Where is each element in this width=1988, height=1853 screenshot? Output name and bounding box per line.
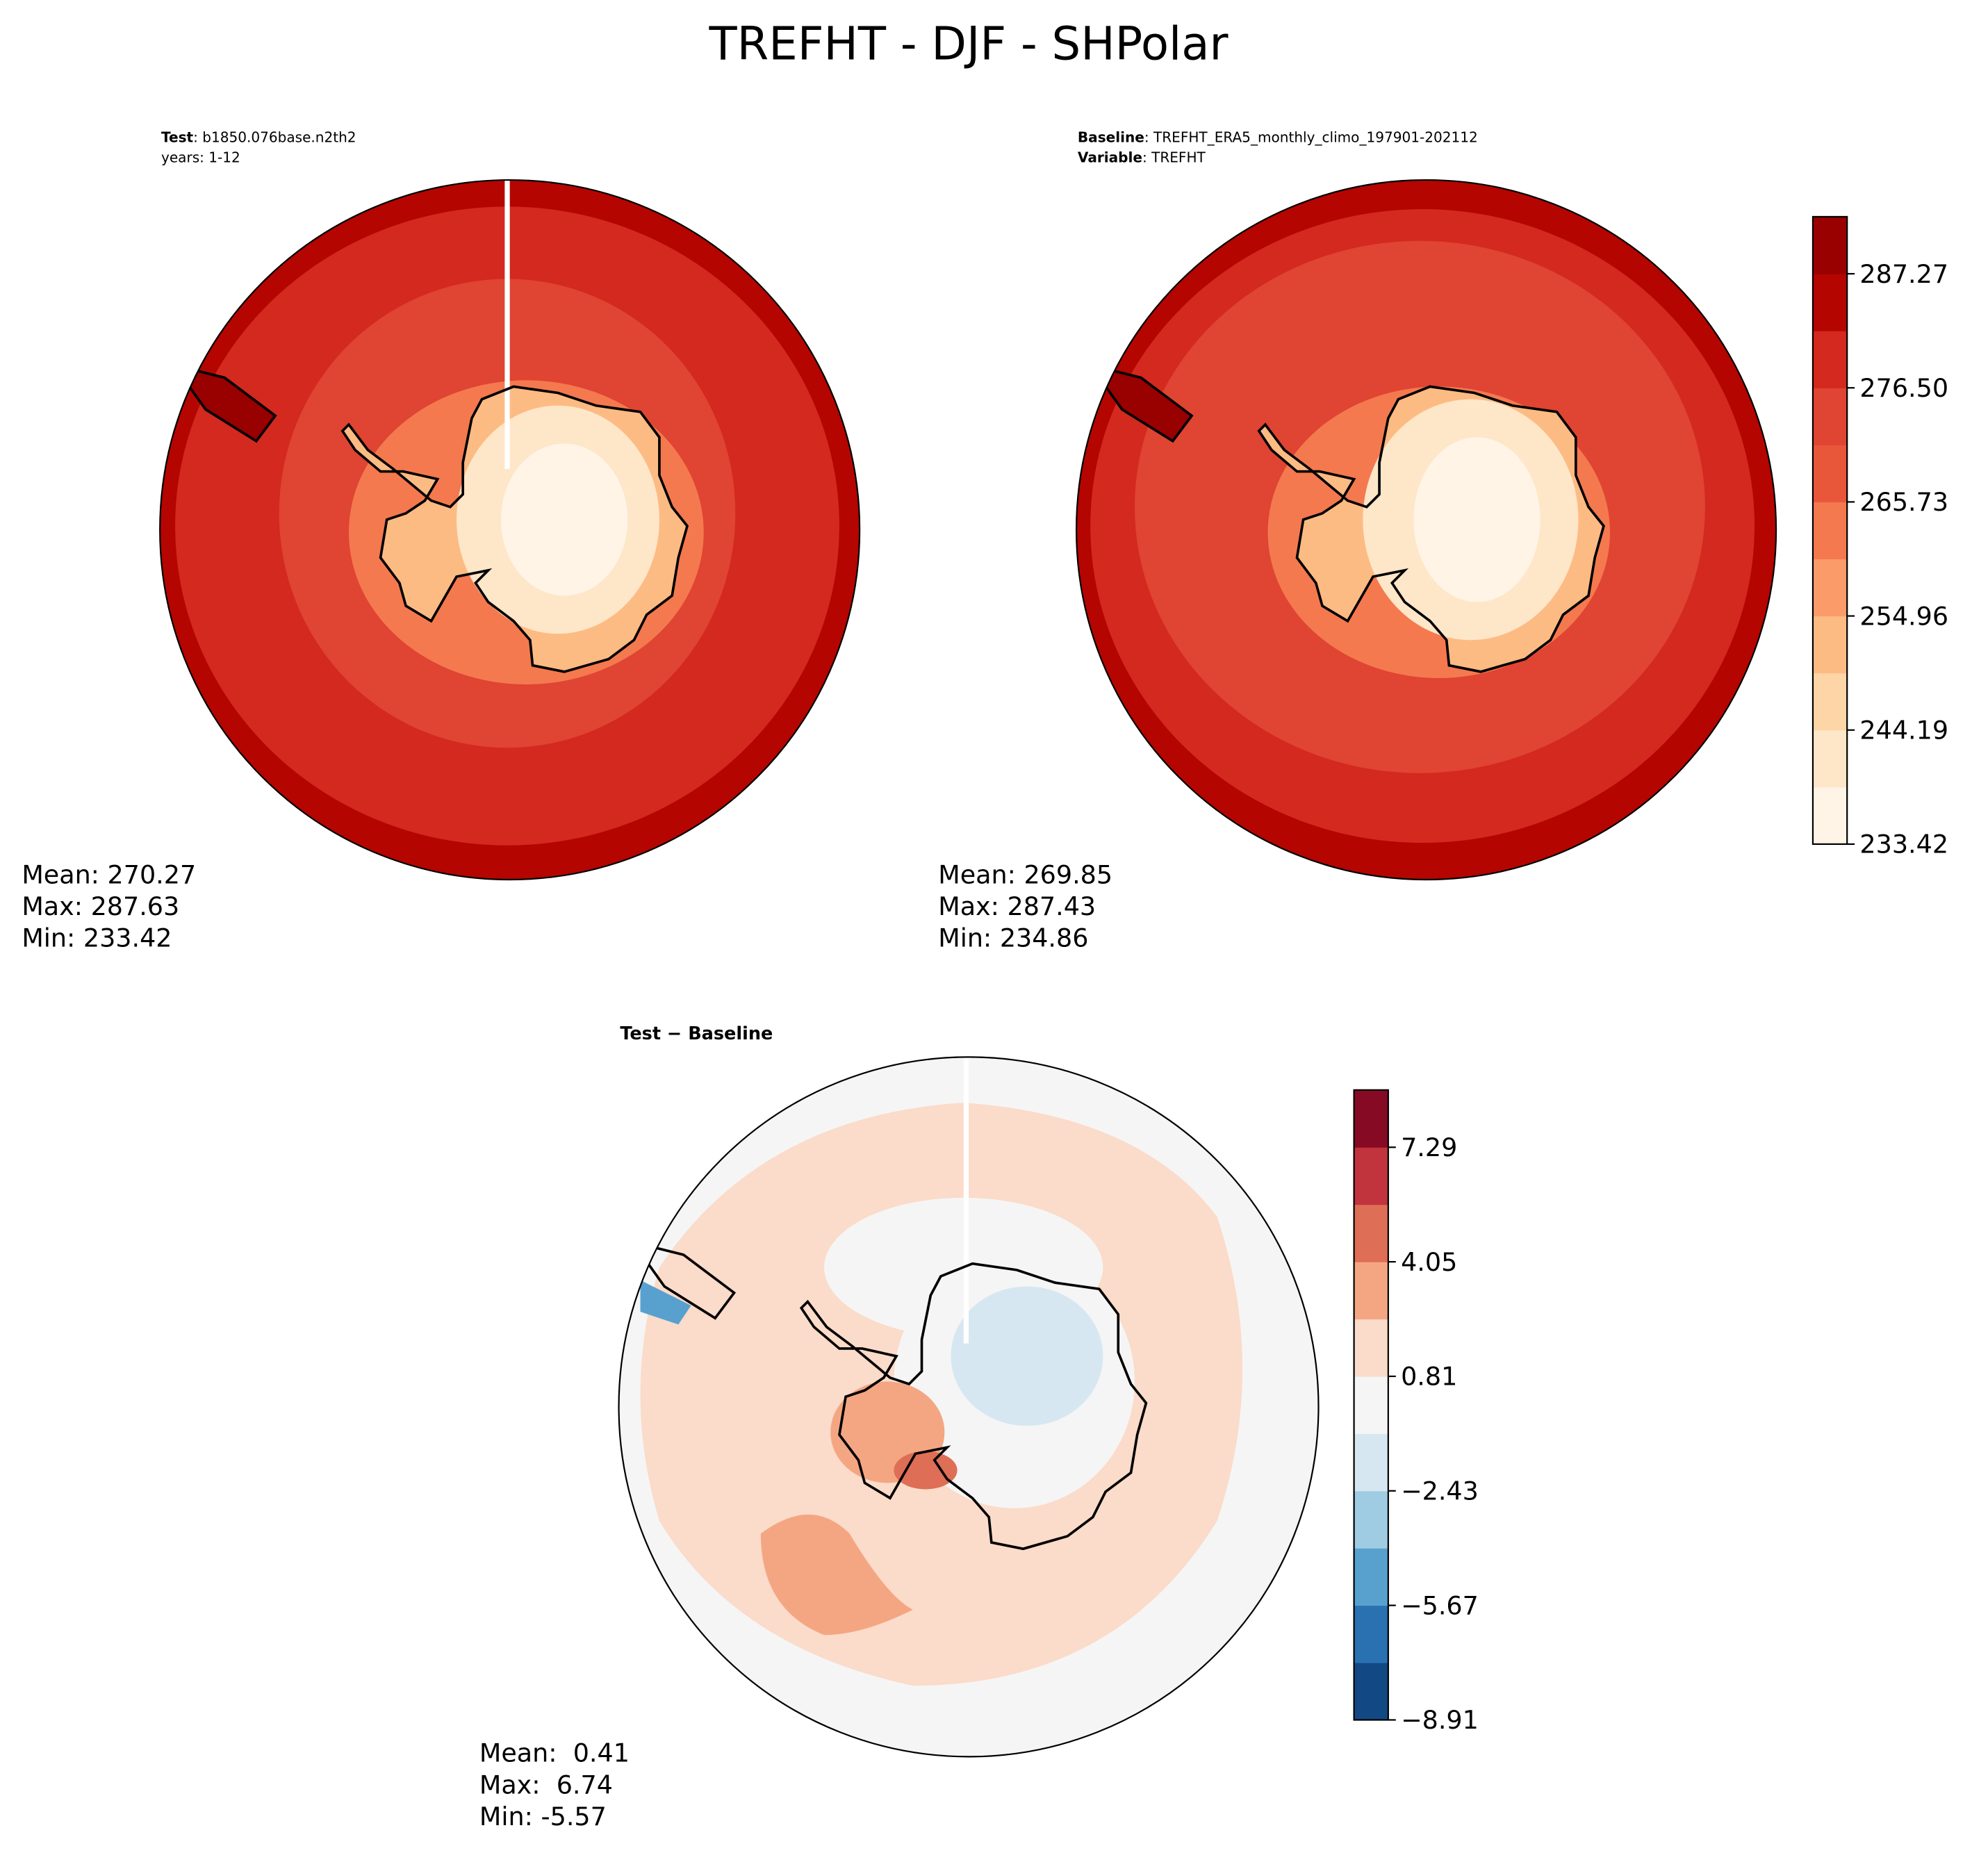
colorbar-band — [1354, 1433, 1388, 1492]
colorbar-tick-label: 287.27 — [1859, 259, 1948, 289]
header-key: Baseline — [1078, 129, 1144, 145]
colorbar-tick-label: −8.91 — [1401, 1705, 1479, 1735]
colorbar-tick-label: 254.96 — [1859, 601, 1948, 631]
stat-line: Max: 6.74 — [479, 1770, 613, 1800]
panel-header: Variable: TREFHT — [1078, 149, 1206, 165]
header-key: Test — [161, 129, 194, 145]
colorbar-band — [1812, 388, 1848, 445]
map-border — [159, 179, 861, 881]
colorbar-band — [1354, 1319, 1388, 1377]
colorbar-band — [1812, 730, 1848, 788]
colorbar-band — [1354, 1376, 1388, 1434]
header-text: years: 1-12 — [161, 149, 240, 165]
colorbar-tick-label: 276.50 — [1859, 373, 1948, 403]
colorbar-tick-label: −5.67 — [1401, 1590, 1479, 1620]
header-text: : TREFHT — [1142, 149, 1206, 165]
colorbar-tick-label: −2.43 — [1401, 1476, 1479, 1506]
header-key: Variable — [1078, 149, 1142, 165]
map-border — [1075, 179, 1777, 881]
stat-line: Max: 287.63 — [22, 891, 179, 921]
figure-title: TREFHT - DJF - SHPolar — [709, 18, 1229, 71]
colorbar-tick-label: 233.42 — [1859, 830, 1948, 859]
colorbar-outline — [1812, 215, 1848, 846]
colorbar-band — [1354, 1663, 1388, 1721]
colorbar-tick-label: 4.05 — [1401, 1247, 1457, 1277]
panel-header: Test − Baseline — [620, 1023, 773, 1044]
colorbar-band — [1354, 1147, 1388, 1205]
colorbar-band — [1812, 274, 1848, 331]
colorbar-band — [1812, 331, 1848, 388]
colorbar-band — [1812, 673, 1848, 731]
colorbar-tick-label: 7.29 — [1401, 1133, 1457, 1162]
stat-line: Mean: 0.41 — [479, 1738, 630, 1768]
header-text: : b1850.076base.n2th2 — [193, 129, 356, 145]
panel-header: Baseline: TREFHT_ERA5_monthly_climo_1979… — [1078, 129, 1478, 145]
colorbar-band — [1354, 1089, 1388, 1148]
colorbar-band — [1354, 1490, 1388, 1549]
stat-line: Min: -5.57 — [479, 1802, 607, 1831]
stat-line: Min: 234.86 — [938, 923, 1088, 953]
stat-line: Max: 287.43 — [938, 891, 1096, 921]
map-border — [618, 1056, 1320, 1758]
colorbar-band — [1812, 445, 1848, 502]
colorbar-band — [1812, 559, 1848, 617]
colorbar-band — [1812, 502, 1848, 560]
difference-map — [618, 1057, 1319, 1757]
panel-header: Test: b1850.076base.n2th2 — [161, 129, 356, 145]
baseline-map — [1076, 180, 1777, 880]
colorbar-band — [1812, 216, 1848, 274]
colorbar-band — [1354, 1605, 1388, 1663]
colorbar-tick-label: 265.73 — [1859, 487, 1948, 517]
colorbar-band — [1354, 1548, 1388, 1606]
stat-line: Min: 233.42 — [22, 923, 172, 953]
colorbar-outline — [1353, 1089, 1389, 1721]
colorbar-tick-label: 0.81 — [1401, 1362, 1457, 1392]
colorbar-band — [1354, 1204, 1388, 1262]
stat-line: Mean: 270.27 — [22, 859, 196, 889]
panel-header: years: 1-12 — [161, 149, 240, 165]
colorbar-tick-label: 244.19 — [1859, 716, 1948, 746]
colorbar-band — [1812, 616, 1848, 674]
test-map — [160, 180, 860, 880]
header-key: Test − Baseline — [620, 1023, 773, 1044]
colorbar-band — [1354, 1262, 1388, 1320]
colorbar-band — [1812, 787, 1848, 845]
header-text: : TREFHT_ERA5_monthly_climo_197901-20211… — [1144, 129, 1478, 145]
stat-line: Mean: 269.85 — [938, 859, 1112, 889]
